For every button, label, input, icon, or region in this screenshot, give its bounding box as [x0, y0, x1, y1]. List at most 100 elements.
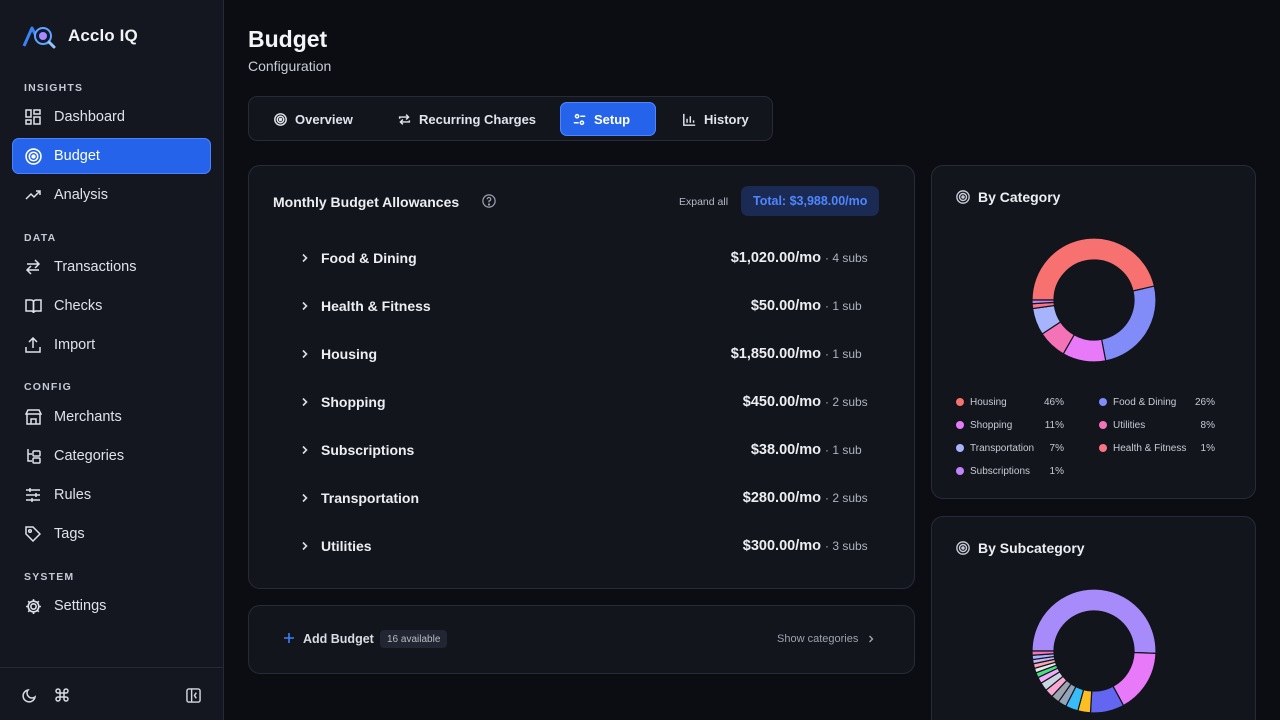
add-budget-button[interactable]: Add Budget: [303, 632, 374, 646]
sidebar-item-merchants[interactable]: Merchants: [12, 399, 211, 435]
budget-row-name: Housing: [321, 346, 377, 362]
moon-icon[interactable]: [21, 686, 39, 704]
budget-row-name: Food & Dining: [321, 250, 417, 266]
tab-history[interactable]: History: [670, 102, 761, 136]
tab-setup[interactable]: Setup: [560, 102, 656, 136]
sidebar-item-checks[interactable]: Checks: [12, 288, 211, 324]
budget-row[interactable]: Food & Dining $1,020.00/mo · 4 subs: [299, 246, 871, 270]
settings-sliders-icon: [572, 112, 586, 126]
sidebar-item-tags[interactable]: Tags: [12, 516, 211, 552]
budget-row-subs: · 1 sub: [825, 299, 862, 313]
legend-item: Housing: [956, 395, 1007, 409]
legend-dot: [1099, 398, 1107, 406]
budget-row-subs: · 2 subs: [825, 395, 868, 409]
show-categories-label: Show categories: [777, 633, 859, 645]
budget-row[interactable]: Housing $1,850.00/mo · 1 sub: [299, 342, 871, 366]
budget-row-name: Utilities: [321, 538, 372, 554]
legend-item: Transportation: [956, 441, 1034, 455]
page-title: Budget: [248, 26, 328, 52]
book-icon: [24, 297, 42, 315]
budget-row[interactable]: Utilities $300.00/mo · 3 subs: [299, 534, 871, 558]
chevron-right-icon: [299, 492, 311, 504]
tag-icon: [24, 525, 42, 543]
budget-row[interactable]: Shopping $450.00/mo · 2 subs: [299, 390, 871, 414]
legend-dot: [956, 421, 964, 429]
chevron-right-icon: [869, 635, 874, 643]
sidebar-item-label: Import: [54, 337, 96, 353]
legend-percent: 1%: [1200, 442, 1215, 454]
tab-recurring-charges[interactable]: Recurring Charges: [385, 102, 548, 136]
legend-percent: 11%: [1044, 419, 1064, 431]
target-icon: [24, 147, 42, 165]
sidebar-item-categories[interactable]: Categories: [12, 438, 211, 474]
total-badge: Total: $3,988.00/mo: [741, 186, 880, 216]
expand-all-link[interactable]: Expand all: [679, 196, 729, 208]
legend-percent: 46%: [1043, 396, 1064, 408]
donut-slice[interactable]: [1031, 237, 1156, 301]
help-icon[interactable]: [482, 194, 496, 208]
sidebar-item-analysis[interactable]: Analysis: [12, 177, 211, 213]
sidebar-item-transactions[interactable]: Transactions: [12, 249, 211, 285]
add-budget-card[interactable]: Add Budget 16 available Show categories: [248, 605, 915, 674]
sidebar-item-rules[interactable]: Rules: [12, 477, 211, 513]
allowances-title: Monthly Budget Allowances: [273, 194, 460, 210]
available-badge: 16 available: [380, 630, 448, 648]
logo-icon: [22, 26, 56, 49]
sidebar-item-dashboard[interactable]: Dashboard: [12, 99, 211, 135]
allowances-card: Monthly Budget Allowances Expand all Tot…: [248, 165, 915, 589]
section-data: DATA: [24, 232, 57, 244]
brand[interactable]: Acclo IQ: [22, 22, 138, 50]
legend-label: Health & Fitness: [1113, 442, 1187, 454]
budget-row-name: Shopping: [321, 394, 386, 410]
budget-row-name: Transportation: [321, 490, 420, 506]
by-subcategory-card: By Subcategory: [931, 516, 1256, 720]
donut-slice[interactable]: [1031, 299, 1055, 305]
donut-slice[interactable]: [1031, 588, 1157, 654]
donut-slice[interactable]: [1031, 650, 1055, 656]
tab-label: Setup: [594, 111, 631, 127]
sidebar-item-label: Rules: [54, 487, 92, 503]
donut-slice[interactable]: [1100, 285, 1157, 362]
budget-row-subs: · 2 subs: [825, 491, 868, 505]
gear-icon: [24, 597, 42, 615]
category-donut-chart: [1031, 237, 1157, 363]
tab-label: Recurring Charges: [419, 111, 537, 127]
sidebar-footer: [0, 667, 223, 720]
sidebar-item-import[interactable]: Import: [12, 327, 211, 363]
legend-item: Subscriptions: [956, 464, 1030, 478]
budget-row[interactable]: Transportation $280.00/mo · 2 subs: [299, 486, 871, 510]
legend-percent: 8%: [1200, 419, 1215, 431]
chevron-right-icon: [299, 252, 311, 264]
sidebar-item-label: Settings: [54, 598, 107, 614]
legend-dot: [956, 467, 964, 475]
trend-icon: [24, 186, 42, 204]
legend-label: Food & Dining: [1113, 396, 1177, 408]
collapse-sidebar-icon[interactable]: [184, 686, 202, 704]
target-icon: [956, 190, 970, 204]
legend-percent: 26%: [1194, 396, 1215, 408]
chevron-right-icon: [299, 348, 311, 360]
legend-item: Shopping: [956, 418, 1012, 432]
subcategory-donut-chart: [1031, 588, 1157, 714]
budget-row[interactable]: Subscriptions $38.00/mo · 1 sub: [299, 438, 871, 462]
section-insights: INSIGHTS: [24, 82, 84, 94]
budget-row-name: Health & Fitness: [321, 298, 431, 314]
app-name: Acclo IQ: [68, 26, 138, 45]
bar-chart-icon: [682, 112, 696, 126]
by-subcategory-title: By Subcategory: [978, 540, 1085, 556]
sidebar-item-settings[interactable]: Settings: [12, 588, 211, 624]
arrows-swap-icon: [24, 258, 42, 276]
budget-row-amount: $300.00/mo: [742, 538, 821, 554]
budget-row[interactable]: Health & Fitness $50.00/mo · 1 sub: [299, 294, 871, 318]
sidebar-item-label: Analysis: [54, 187, 108, 203]
tab-label: Overview: [295, 111, 353, 127]
legend-label: Subscriptions: [970, 465, 1031, 477]
sidebar-item-label: Checks: [54, 298, 103, 314]
show-categories-link[interactable]: Show categories: [777, 633, 876, 645]
command-icon[interactable]: [53, 686, 71, 704]
sidebar-item-budget[interactable]: Budget: [12, 138, 211, 174]
tab-overview[interactable]: Overview: [261, 102, 365, 136]
budget-row-subs: · 1 sub: [825, 347, 862, 361]
target-icon: [956, 541, 970, 555]
sidebar-item-label: Budget: [54, 148, 100, 164]
